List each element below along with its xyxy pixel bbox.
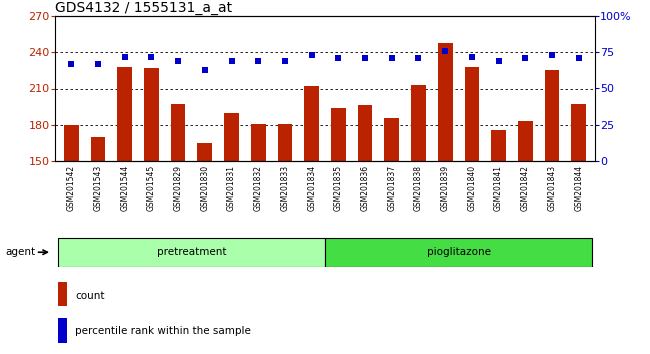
Bar xyxy=(118,67,132,161)
Bar xyxy=(144,68,159,161)
Bar xyxy=(90,137,105,161)
Bar xyxy=(465,67,479,161)
Text: GDS4132 / 1555131_a_at: GDS4132 / 1555131_a_at xyxy=(55,1,233,15)
Bar xyxy=(411,85,426,161)
Text: GSM201843: GSM201843 xyxy=(547,165,556,211)
Point xyxy=(306,52,317,58)
Text: GSM201542: GSM201542 xyxy=(67,165,76,211)
Point xyxy=(440,48,450,53)
Bar xyxy=(331,108,346,161)
Text: GSM201829: GSM201829 xyxy=(174,165,183,211)
Text: GSM201839: GSM201839 xyxy=(441,165,450,211)
Text: GSM201835: GSM201835 xyxy=(334,165,343,211)
FancyBboxPatch shape xyxy=(325,238,592,267)
Point xyxy=(253,58,263,64)
Point xyxy=(226,58,237,64)
Text: pioglitazone: pioglitazone xyxy=(426,247,491,257)
Point xyxy=(333,55,344,61)
Text: GSM201837: GSM201837 xyxy=(387,165,396,211)
Text: GSM201844: GSM201844 xyxy=(574,165,583,211)
Text: GSM201833: GSM201833 xyxy=(280,165,289,211)
Text: pretreatment: pretreatment xyxy=(157,247,226,257)
Bar xyxy=(58,319,67,343)
Bar xyxy=(518,121,532,161)
Point xyxy=(467,54,477,59)
Bar xyxy=(224,113,239,161)
Bar xyxy=(58,282,67,306)
Point xyxy=(280,58,290,64)
Bar xyxy=(304,86,319,161)
Bar xyxy=(545,70,560,161)
Bar xyxy=(198,143,212,161)
Bar xyxy=(438,42,452,161)
Bar xyxy=(384,118,399,161)
Point xyxy=(66,61,77,67)
FancyBboxPatch shape xyxy=(58,238,325,267)
Text: percentile rank within the sample: percentile rank within the sample xyxy=(75,326,251,336)
Bar xyxy=(491,130,506,161)
Text: agent: agent xyxy=(5,247,35,257)
Bar xyxy=(278,124,292,161)
Text: GSM201834: GSM201834 xyxy=(307,165,316,211)
Bar xyxy=(251,124,266,161)
Point xyxy=(413,55,424,61)
Text: GSM201840: GSM201840 xyxy=(467,165,476,211)
Bar xyxy=(358,105,372,161)
Point xyxy=(360,55,370,61)
Point xyxy=(146,54,157,59)
Point xyxy=(493,58,504,64)
Point xyxy=(93,61,103,67)
Text: GSM201836: GSM201836 xyxy=(361,165,370,211)
Text: GSM201545: GSM201545 xyxy=(147,165,156,211)
Bar xyxy=(571,104,586,161)
Point xyxy=(200,67,210,73)
Point xyxy=(120,54,130,59)
Point xyxy=(387,55,397,61)
Point xyxy=(573,55,584,61)
Text: GSM201831: GSM201831 xyxy=(227,165,236,211)
Point xyxy=(520,55,530,61)
Point xyxy=(173,58,183,64)
Text: GSM201830: GSM201830 xyxy=(200,165,209,211)
Text: GSM201544: GSM201544 xyxy=(120,165,129,211)
Text: GSM201841: GSM201841 xyxy=(494,165,503,211)
Text: GSM201543: GSM201543 xyxy=(94,165,103,211)
Point xyxy=(547,52,557,58)
Bar xyxy=(64,125,79,161)
Bar xyxy=(171,104,185,161)
Text: count: count xyxy=(75,291,105,301)
Text: GSM201842: GSM201842 xyxy=(521,165,530,211)
Text: GSM201832: GSM201832 xyxy=(254,165,263,211)
Text: GSM201838: GSM201838 xyxy=(414,165,423,211)
